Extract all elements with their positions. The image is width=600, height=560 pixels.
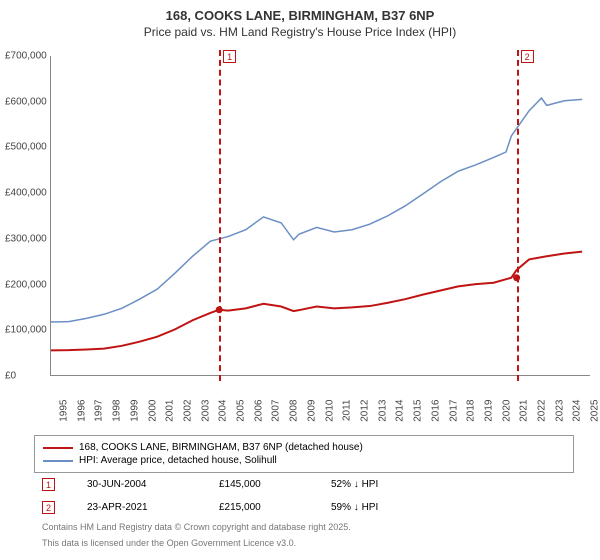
- y-tick-label: £700,000: [5, 51, 49, 62]
- y-tick-label: £0: [5, 371, 49, 382]
- chart-area: £0 £100,000 £200,000 £300,000 £400,000 £500,0…: [4, 56, 590, 401]
- series-line: [51, 98, 582, 322]
- x-tick-label: 1995: [59, 400, 70, 426]
- x-tick-label: 2019: [483, 400, 494, 426]
- sale-marker-box: 1: [223, 50, 236, 63]
- x-tick-label: 1996: [76, 400, 87, 426]
- y-tick-label: £400,000: [5, 188, 49, 199]
- x-tick-label: 2023: [554, 400, 565, 426]
- x-tick-label: 1998: [112, 400, 123, 426]
- x-tick-label: 1999: [129, 400, 140, 426]
- sale-row: 1 30-JUN-2004 £145,000 52% ↓ HPI: [34, 473, 574, 496]
- x-tick-label: 2010: [324, 400, 335, 426]
- x-tick-label: 2015: [413, 400, 424, 426]
- sale-pct: 52% ↓ HPI: [331, 479, 378, 490]
- chart-title-block: 168, COOKS LANE, BIRMINGHAM, B37 6NP Pri…: [0, 0, 600, 43]
- x-tick-label: 2013: [377, 400, 388, 426]
- x-tick-label: 2004: [218, 400, 229, 426]
- sale-date: 23-APR-2021: [87, 502, 187, 513]
- title-line1: 168, COOKS LANE, BIRMINGHAM, B37 6NP: [0, 8, 600, 23]
- legend-row: 168, COOKS LANE, BIRMINGHAM, B37 6NP (de…: [43, 441, 565, 454]
- x-tick-label: 2009: [306, 400, 317, 426]
- plot-region: £0£100,000£200,000£300,000£400,000£500,0…: [50, 56, 590, 376]
- x-tick-label: 2000: [147, 400, 158, 426]
- x-tick-label: 2006: [253, 400, 264, 426]
- legend-swatch: [43, 447, 73, 449]
- sale-price: £215,000: [219, 502, 299, 513]
- series-line: [51, 252, 582, 351]
- legend-box: 168, COOKS LANE, BIRMINGHAM, B37 6NP (de…: [34, 435, 574, 473]
- sale-date: 30-JUN-2004: [87, 479, 187, 490]
- y-tick-label: £500,000: [5, 142, 49, 153]
- x-tick-label: 2017: [448, 400, 459, 426]
- sale-index-box: 2: [42, 501, 55, 514]
- sales-block: 1 30-JUN-2004 £145,000 52% ↓ HPI 2 23-APR-202…: [34, 473, 574, 519]
- x-tick-label: 2012: [359, 400, 370, 426]
- legend-row: HPI: Average price, detached house, Soli…: [43, 454, 565, 467]
- x-tick-label: 1997: [94, 400, 105, 426]
- sale-pct: 59% ↓ HPI: [331, 502, 378, 513]
- x-tick-label: 2003: [200, 400, 211, 426]
- legend-label: HPI: Average price, detached house, Soli…: [79, 455, 277, 466]
- x-tick-label: 2021: [519, 400, 530, 426]
- x-tick-label: 2020: [501, 400, 512, 426]
- plot-svg: [51, 56, 591, 376]
- x-tick-label: 2008: [289, 400, 300, 426]
- x-tick-label: 2016: [430, 400, 441, 426]
- y-tick-label: £200,000: [5, 279, 49, 290]
- legend-label: 168, COOKS LANE, BIRMINGHAM, B37 6NP (de…: [79, 442, 363, 453]
- title-line2: Price paid vs. HM Land Registry's House …: [0, 25, 600, 39]
- legend-and-sales: 168, COOKS LANE, BIRMINGHAM, B37 6NP (de…: [34, 435, 574, 551]
- sale-marker-box: 2: [521, 50, 534, 63]
- sale-marker-line: [517, 50, 519, 381]
- sale-index-box: 1: [42, 478, 55, 491]
- x-tick-label: 2011: [342, 400, 353, 426]
- x-tick-label: 2005: [236, 400, 247, 426]
- sale-price: £145,000: [219, 479, 299, 490]
- legend-swatch: [43, 460, 73, 462]
- y-tick-label: £600,000: [5, 96, 49, 107]
- sale-row: 2 23-APR-2021 £215,000 59% ↓ HPI: [34, 496, 574, 519]
- y-tick-label: £100,000: [5, 325, 49, 336]
- y-tick-label: £300,000: [5, 233, 49, 244]
- sale-marker-line: [219, 50, 221, 381]
- x-tick-label: 2001: [165, 400, 176, 426]
- footnote-line2: This data is licensed under the Open Gov…: [34, 535, 574, 551]
- x-tick-label: 2018: [466, 400, 477, 426]
- x-tick-label: 2022: [537, 400, 548, 426]
- x-tick-label: 2014: [395, 400, 406, 426]
- x-tick-label: 2002: [182, 400, 193, 426]
- x-tick-label: 2024: [572, 400, 583, 426]
- footnote-line1: Contains HM Land Registry data © Crown c…: [34, 519, 574, 535]
- x-tick-label: 2007: [271, 400, 282, 426]
- x-tick-label: 2025: [590, 400, 600, 426]
